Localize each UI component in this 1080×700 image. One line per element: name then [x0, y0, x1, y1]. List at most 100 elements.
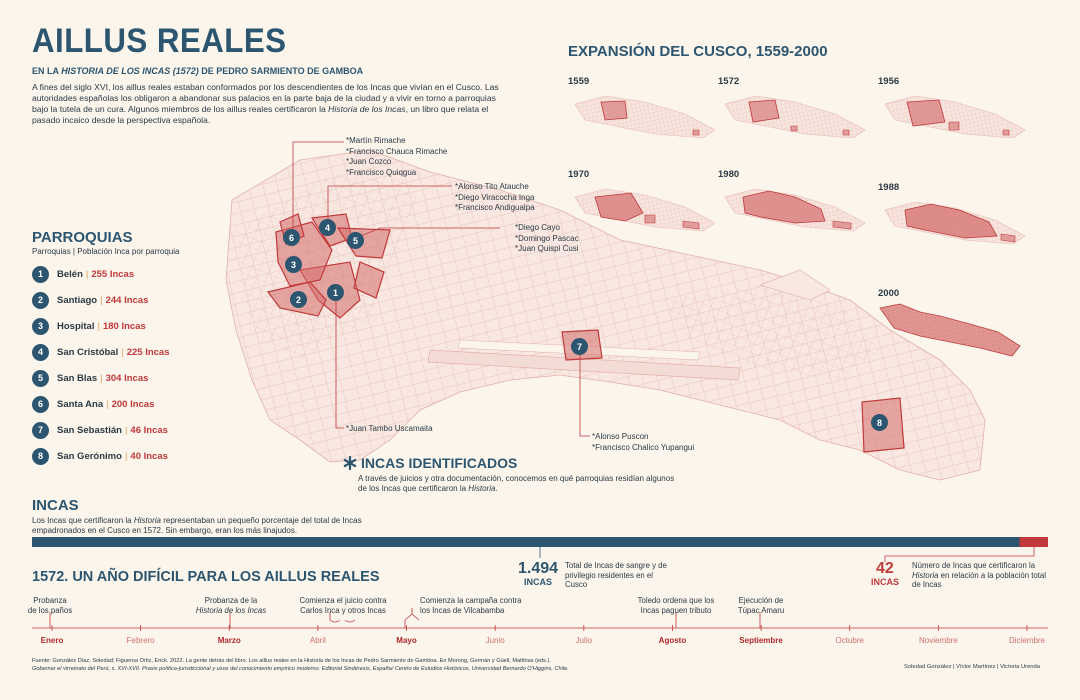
- parish-name: Hospital: [57, 320, 95, 332]
- mini-map-1980: [724, 188, 866, 232]
- event-ejecucion-tupac-amaru[interactable]: Ejecución de Túpac Amaru: [737, 596, 785, 615]
- mini-map-1970: [574, 188, 716, 232]
- parish-population: 200 Incas: [111, 398, 155, 410]
- separator: |: [97, 320, 100, 332]
- parish-name: San Blas: [57, 372, 98, 384]
- map-marker-8[interactable]: 8: [871, 414, 888, 431]
- parish-name: Santiago: [57, 294, 98, 306]
- year-label-2000: 2000: [878, 288, 900, 299]
- names-group-4: *Juan Tambo Uscamaita: [346, 424, 433, 433]
- parish-number: 2: [32, 291, 49, 309]
- parish-name: San Cristóbal: [57, 346, 119, 358]
- event-campana-vilcabamba[interactable]: Comienza la campaña contra los Incas de V…: [420, 596, 522, 615]
- month-label-enero: Enero: [40, 636, 64, 645]
- leader-lines: [292, 141, 590, 437]
- map-marker-5[interactable]: 5: [347, 232, 364, 249]
- mini-map-2000: [879, 303, 1021, 357]
- separator: |: [100, 372, 103, 384]
- month-label-octubre: Octubre: [835, 636, 864, 645]
- timeline-title: 1572. UN AÑO DIFÍCIL PARA LOS AILLUS REA…: [32, 569, 380, 585]
- parish-row[interactable]: 8 San Gerónimo | 40 Incas: [32, 447, 168, 465]
- total-incas-unit: INCAS: [524, 577, 553, 587]
- parish-number: 6: [32, 395, 49, 413]
- parish-number: 5: [32, 369, 49, 387]
- event-probanza-historia[interactable]: Probanza de la Historia de los Incas: [195, 596, 267, 615]
- parish-number: 7: [32, 421, 49, 439]
- parish-number: 1: [32, 265, 49, 283]
- month-label-noviembre: Noviembre: [919, 636, 958, 645]
- parish-population: 180 Incas: [102, 320, 146, 332]
- event-juicio-carlos-inca[interactable]: Comienza el juicio contra Carlos Inca y o…: [299, 596, 387, 615]
- expansion-title: EXPANSIÓN DEL CUSCO, 1559-2000: [568, 43, 828, 60]
- parish-row[interactable]: 7 San Sebastián | 46 Incas: [32, 421, 168, 439]
- map-marker-1[interactable]: 1: [327, 284, 344, 301]
- parish-population: 40 Incas: [130, 450, 168, 462]
- certified-incas-desc: Número de Incas que certificaron la Hist…: [912, 561, 1046, 589]
- asterisk-icon: [343, 456, 357, 470]
- month-label-marzo: Marzo: [217, 636, 241, 645]
- mini-map-1956: [884, 95, 1026, 139]
- parish-population: 304 Incas: [105, 372, 149, 384]
- parish-row[interactable]: 6 Santa Ana | 200 Incas: [32, 395, 154, 413]
- parish-population: 225 Incas: [126, 346, 170, 358]
- year-label-1988: 1988: [878, 182, 900, 193]
- map-marker-4[interactable]: 4: [319, 219, 336, 236]
- bar-certified: [1019, 537, 1048, 547]
- parish-row[interactable]: 2 Santiago | 244 Incas: [32, 291, 148, 309]
- event-tributo[interactable]: Toledo ordena que los Incas paguen tribut…: [637, 596, 715, 615]
- total-incas-desc: Total de Incas de sangre y de privilegio…: [565, 561, 667, 589]
- month-label-septiembre: Septiembre: [739, 636, 783, 645]
- parish-row[interactable]: 1 Belén | 255 Incas: [32, 265, 134, 283]
- parish-row[interactable]: 4 San Cristóbal | 225 Incas: [32, 343, 170, 361]
- year-label-1572: 1572: [718, 76, 740, 87]
- parish-population: 244 Incas: [105, 294, 149, 306]
- names-group-1: *Martín Rimache *Francisco Chauca Rimache…: [346, 136, 448, 177]
- event-probanza-panos[interactable]: Probanza de los paños: [27, 596, 73, 615]
- parish-number: 8: [32, 447, 49, 465]
- parish-number: 4: [32, 343, 49, 361]
- year-label-1559: 1559: [568, 76, 590, 87]
- year-label-1956: 1956: [878, 76, 900, 87]
- map-marker-7[interactable]: 7: [571, 338, 588, 355]
- separator: |: [121, 346, 124, 358]
- separator: |: [85, 268, 89, 280]
- intro-text: A fines del siglo XVI, los aillus reales…: [32, 82, 499, 125]
- page-subtitle: EN LA HISTORIA DE LOS INCAS (1572) DE PE…: [32, 66, 364, 76]
- map-marker-2[interactable]: 2: [290, 291, 307, 308]
- month-label-agosto: Agosto: [658, 636, 687, 645]
- mini-map-1988: [884, 201, 1026, 245]
- parish-number: 3: [32, 317, 49, 335]
- month-label-febrero: Febrero: [126, 636, 155, 645]
- incas-text: Los Incas que certificaron la Historia r…: [32, 516, 362, 535]
- parish-row[interactable]: 3 Hospital | 180 Incas: [32, 317, 146, 335]
- parish-name: San Gerónimo: [57, 450, 122, 462]
- parish-row[interactable]: 5 San Blas | 304 Incas: [32, 369, 148, 387]
- incas-identificados-text: A través de juicios y otra documentación…: [358, 474, 675, 493]
- certified-tick: [884, 553, 1035, 562]
- certified-incas-number: 42: [876, 560, 894, 577]
- month-label-abril: Abril: [309, 636, 326, 645]
- parroquias-subtitle: Parroquias | Población Inca por parroqui…: [32, 247, 180, 256]
- parish-name: Belén: [57, 268, 83, 280]
- map-marker-3[interactable]: 3: [285, 256, 302, 273]
- certified-incas-unit: INCAS: [871, 577, 900, 587]
- source-citation: Fuente: González Díaz, Soledad; Figueroa…: [32, 658, 569, 672]
- month-label-diciembre: Diciembre: [1008, 636, 1046, 645]
- names-group-5: *Alonso Puscon *Francisco Chalico Yupangu…: [592, 432, 695, 452]
- year-label-1970: 1970: [568, 169, 590, 180]
- names-group-2: *Alonso Tito Atauche *Diego Viracocha Ing…: [455, 182, 535, 212]
- map-marker-6[interactable]: 6: [283, 229, 300, 246]
- month-label-julio: Julio: [575, 636, 593, 645]
- month-label-mayo: Mayo: [396, 636, 417, 645]
- names-group-3: *Diego Cayo *Domingo Pascac *Juan Quispi C…: [515, 223, 579, 253]
- credits: Soledad González | Víctor Martínez | Vic…: [904, 664, 1040, 670]
- separator: |: [124, 450, 128, 462]
- parish-name: Santa Ana: [57, 398, 104, 410]
- year-label-1980: 1980: [718, 169, 740, 180]
- separator: |: [106, 398, 109, 410]
- mini-map-1559: [574, 95, 716, 139]
- separator: |: [100, 294, 103, 306]
